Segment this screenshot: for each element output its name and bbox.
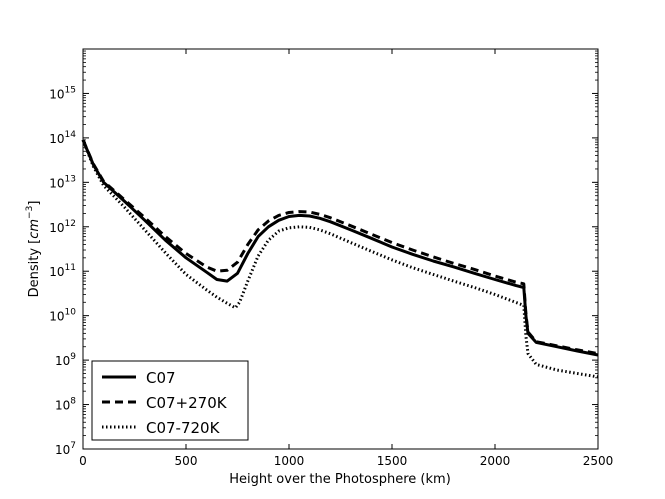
x-tick-label: 0 (79, 454, 87, 468)
y-tick-label: 1015 (49, 85, 76, 101)
y-tick-label: 1010 (49, 308, 76, 324)
y-tick-label: 107 (55, 441, 76, 457)
y-tick-label: 1014 (49, 130, 76, 146)
series-line-c07-minus-720k (81, 139, 599, 379)
axis-tick-labels: 0 500 1000 1500 2000 2500 107 108 109 1010 1011 101… (49, 85, 613, 468)
y-axis-label: Density [cm−3] (25, 201, 42, 298)
x-tick-label: 2500 (583, 454, 614, 468)
series-line-c07 (81, 139, 599, 357)
x-axis-label: Height over the Photosphere (km) (229, 472, 451, 487)
legend-label-c07: C07 (146, 369, 176, 387)
y-tick-label: 109 (55, 352, 76, 368)
plot-frame (82, 48, 599, 450)
y-tick-label: 108 (55, 397, 76, 413)
legend: C07 C07+270K C07-720K (91, 360, 249, 441)
x-tick-label: 500 (175, 454, 198, 468)
legend-label-c07-minus-720k: C07-720K (146, 419, 221, 437)
x-tick-label: 1000 (274, 454, 305, 468)
y-tick-label: 1011 (49, 263, 76, 279)
y-tick-label: 1012 (49, 219, 76, 235)
x-tick-label: 1500 (377, 454, 408, 468)
x-tick-label: 2000 (480, 454, 511, 468)
y-tick-label: 1013 (49, 174, 76, 190)
legend-label-c07-plus-270k: C07+270K (146, 394, 228, 412)
series-group (81, 139, 599, 379)
series-line-c07-plus-minus-270k (81, 139, 599, 356)
